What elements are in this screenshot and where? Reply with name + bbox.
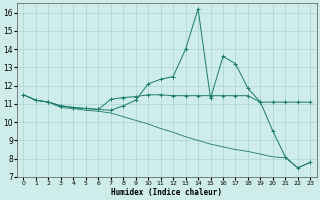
X-axis label: Humidex (Indice chaleur): Humidex (Indice chaleur) [111, 188, 222, 197]
